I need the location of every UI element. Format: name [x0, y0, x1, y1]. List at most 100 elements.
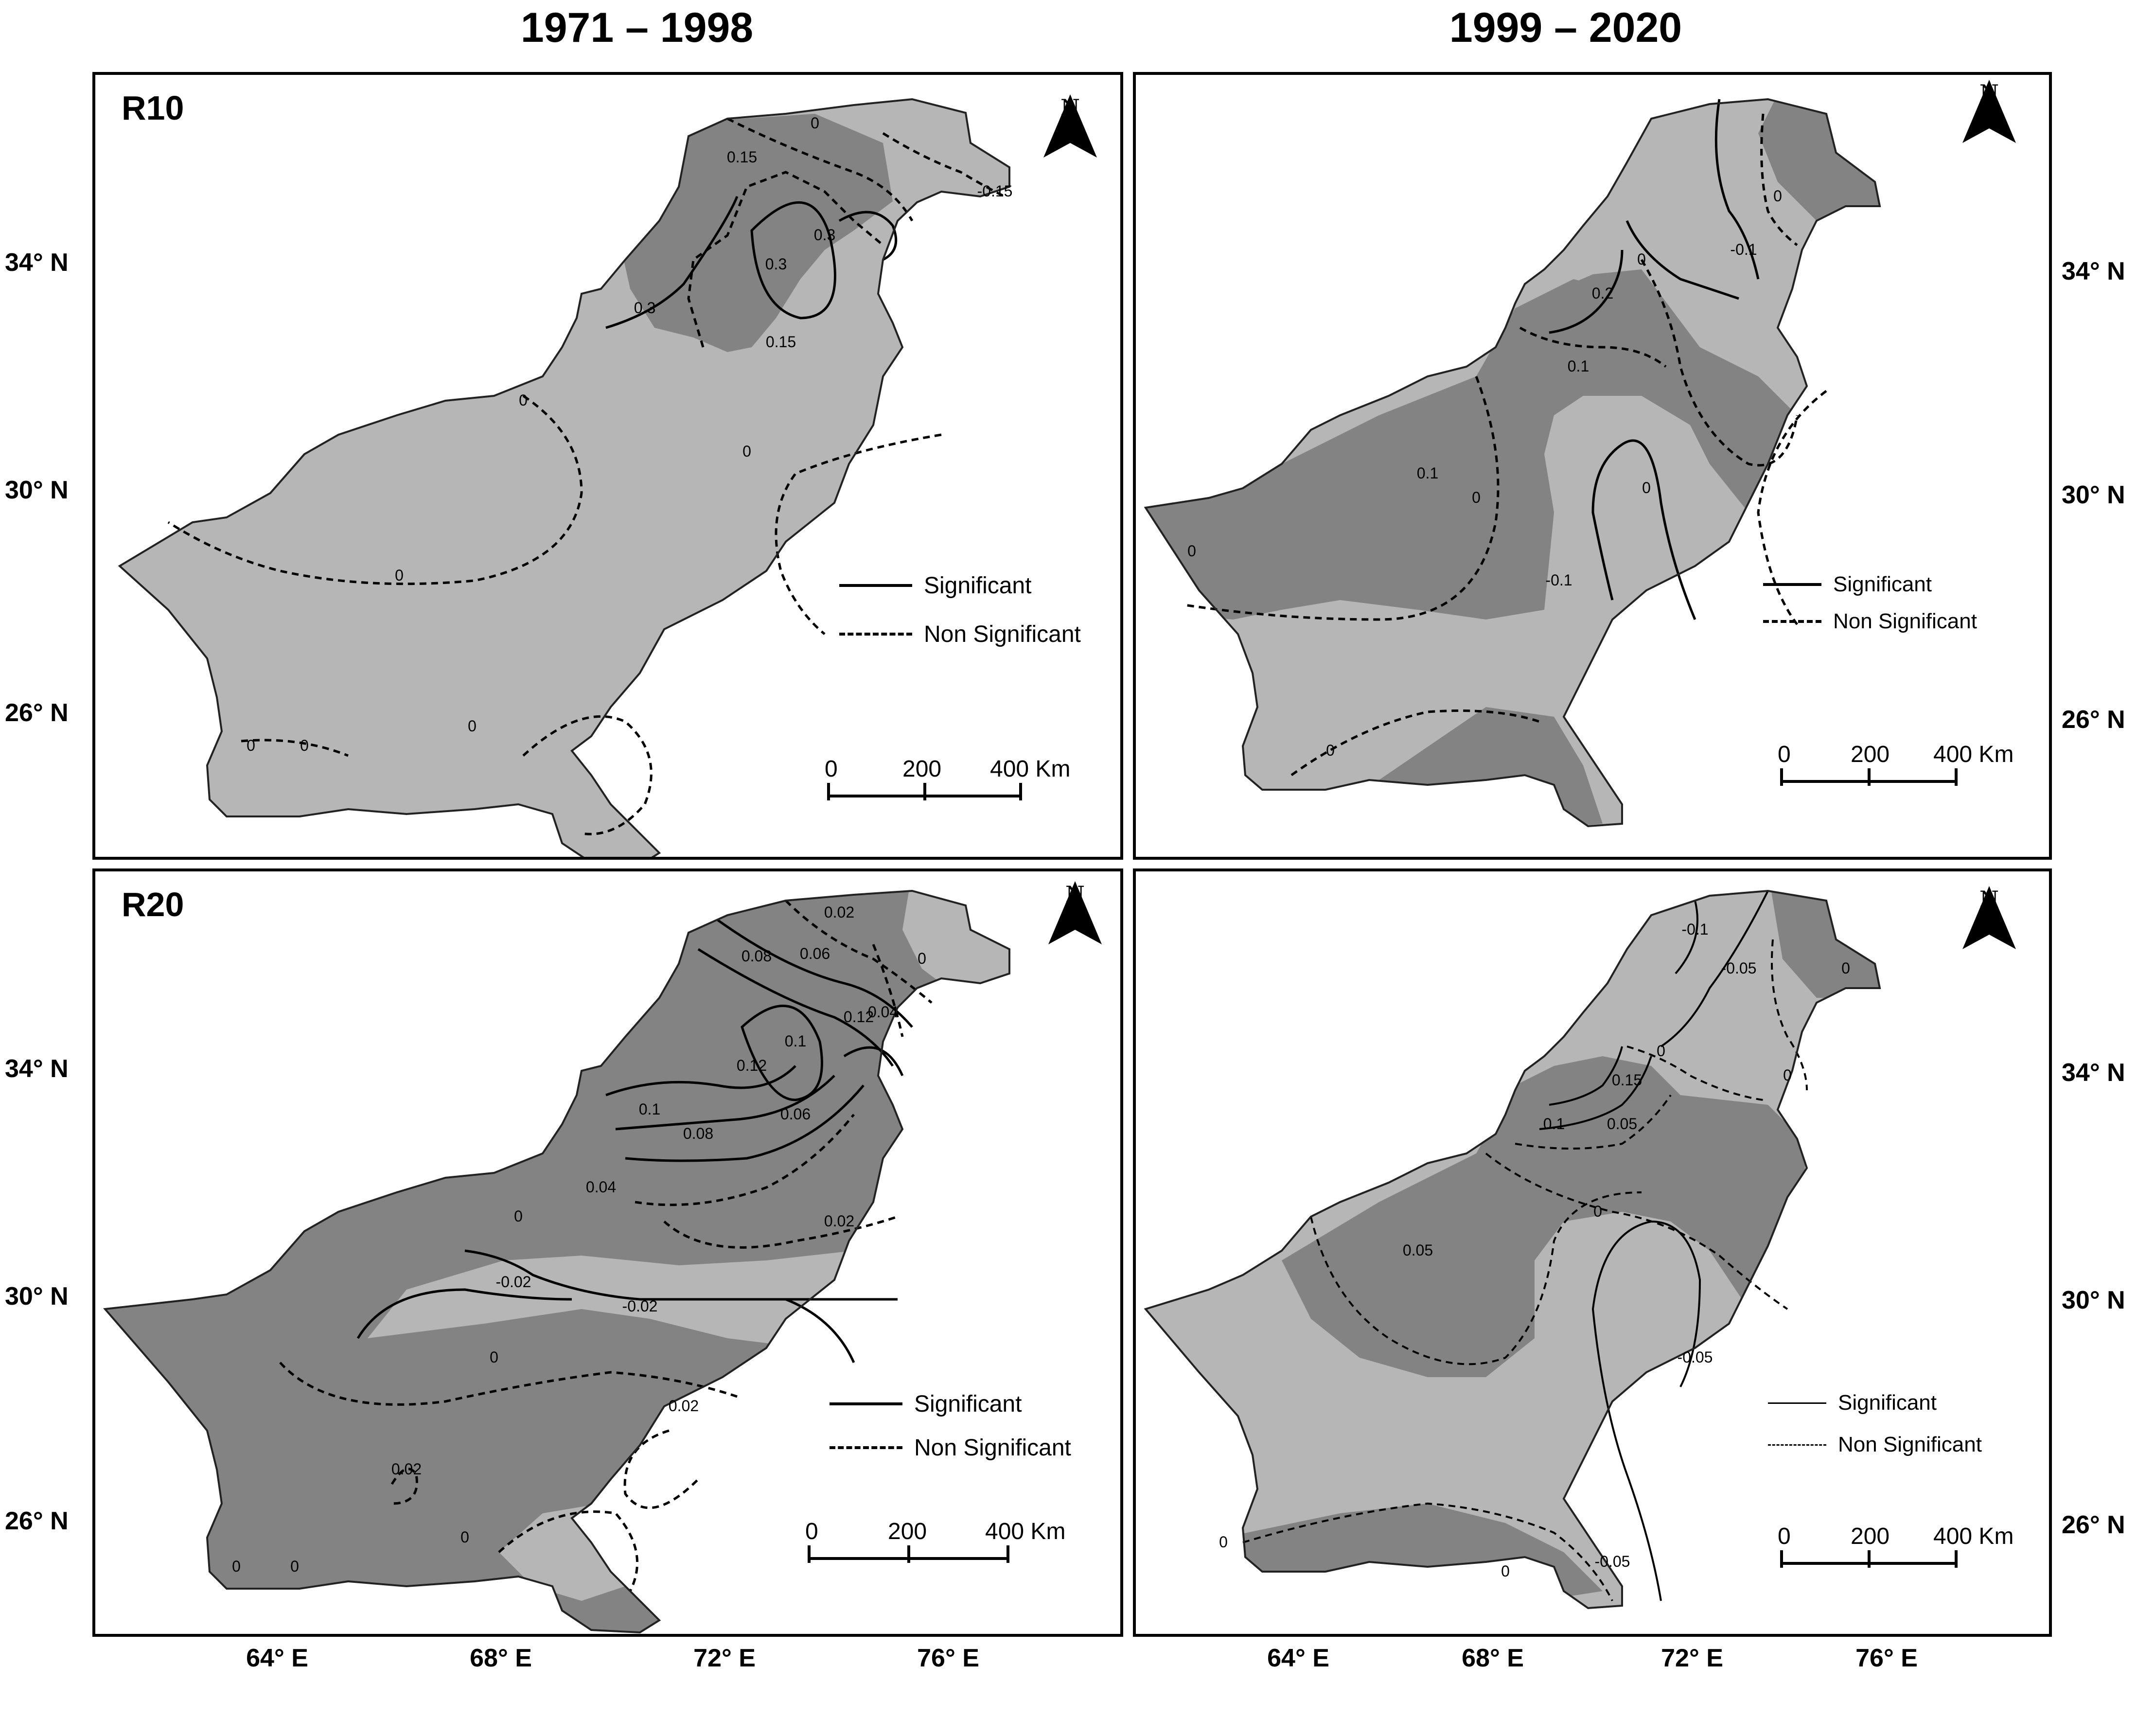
contour-label: 0 — [395, 567, 404, 584]
contour-label: 0 — [290, 1558, 299, 1575]
legend-non-significant: Non Significant — [1838, 1433, 1982, 1456]
legend: Significant Non Significant — [1768, 1382, 1982, 1466]
contour-label: 0 — [1187, 542, 1196, 560]
contour-label: 0.2 — [1592, 284, 1613, 302]
contour-label: 0 — [300, 737, 309, 754]
contour-label: 0.02 — [824, 903, 854, 921]
column-title-1971-1998: 1971 – 1998 — [520, 4, 754, 51]
pakistan-map-r20-late: -0.1 -0.05 0 0 0 0.15 0.1 0.05 0 0.05 -0… — [1145, 890, 1881, 1609]
contour-label: 0 — [519, 391, 528, 409]
contour-label: 0.12 — [844, 1008, 874, 1026]
scale-end: 400 Km — [985, 1519, 1066, 1544]
contour-label: 0 — [1657, 1042, 1665, 1060]
scale-zero: 0 — [1778, 1523, 1791, 1549]
contour-label: 0 — [918, 950, 926, 967]
contour-0-3-solid-c — [838, 211, 898, 261]
lat-label-34n-bottom-left: 34° N — [5, 1055, 69, 1083]
pakistan-map-r10-late: 0 -0.1 0 0.2 0.1 0.1 0 0 -0.1 0 0 — [1145, 98, 1881, 827]
scale-bar: 0 200 400 Km — [1778, 1523, 2021, 1581]
legend-significant: Significant — [914, 1391, 1022, 1417]
contour-label: -0.1 — [1730, 241, 1757, 258]
north-arrow-icon — [1962, 80, 2016, 143]
lat-label-26n-bottom-right: 26° N — [2062, 1511, 2125, 1539]
lat-label-26n-top-left: 26° N — [5, 699, 69, 727]
north-arrow-icon — [1043, 94, 1097, 158]
lat-label-30n-top-left: 30° N — [5, 476, 69, 504]
legend-significant: Significant — [1833, 572, 1932, 596]
contour-label: 0 — [468, 717, 477, 735]
contour-label: -0.02 — [496, 1273, 531, 1291]
contour-label: 0 — [1841, 959, 1850, 977]
contour-label: 0 — [1501, 1562, 1510, 1580]
lon-label-68e-right: 68° E — [1462, 1644, 1524, 1672]
north-arrow: N — [1962, 886, 2016, 949]
scale-mid: 200 — [888, 1519, 927, 1544]
contour-label: 0.06 — [780, 1105, 811, 1123]
contour-label: 0 — [490, 1348, 498, 1366]
legend-solid-swatch — [839, 584, 912, 587]
contour-label: -0.05 — [1595, 1553, 1630, 1570]
contour-label: 0.3 — [765, 255, 787, 273]
contour-label: -0.02 — [622, 1297, 658, 1315]
panel-label-r10: R10 — [122, 89, 184, 127]
map-panel-r20-1999-2020: -0.1 -0.05 0 0 0 0.15 0.1 0.05 0 0.05 -0… — [1133, 868, 2052, 1637]
scale-bar: 0 200 400 Km — [1778, 741, 2021, 799]
contour-label: 0 — [1783, 1066, 1792, 1084]
contour-label: 0.1 — [1417, 464, 1438, 482]
contour-0-south — [522, 715, 653, 835]
contour-label: 0 — [1593, 1203, 1602, 1220]
contour-label: 0.12 — [737, 1057, 767, 1074]
contour-label: -0.05 — [1721, 959, 1757, 977]
contour-label: 0.08 — [683, 1125, 713, 1142]
lon-label-76e-left: 76° E — [917, 1644, 979, 1672]
contour-label: 0 — [514, 1207, 523, 1225]
contour-label: -0.15 — [977, 182, 1013, 200]
legend: Significant Non Significant — [830, 1382, 1071, 1470]
scale-end: 400 Km — [990, 756, 1071, 782]
north-arrow: N — [1962, 80, 2016, 143]
north-arrow: N — [1043, 94, 1097, 158]
contour-0-north — [726, 117, 914, 222]
map-panel-r10-1999-2020: 0 -0.1 0 0.2 0.1 0.1 0 0 -0.1 0 0 N Sign… — [1133, 72, 2052, 860]
lon-label-64e-left: 64° E — [246, 1644, 308, 1672]
contour-label: 0.02 — [669, 1397, 699, 1415]
lon-label-72e-left: 72° E — [693, 1644, 756, 1672]
contour-label: 0 — [247, 737, 255, 754]
contour-label: 0.02 — [391, 1460, 422, 1478]
lat-label-34n-bottom-right: 34° N — [2062, 1059, 2125, 1087]
legend-non-significant: Non Significant — [1833, 609, 1977, 633]
lon-label-76e-right: 76° E — [1855, 1644, 1918, 1672]
contour-label: 0.04 — [868, 1003, 898, 1021]
pakistan-map-r10-early: 0 0.15 -0.15 0.3 0.3 0.3 0.15 0 0 0 0 0 … — [119, 98, 1013, 857]
contour-label: 0 — [1472, 489, 1481, 506]
lat-label-30n-bottom-right: 30° N — [2062, 1286, 2125, 1314]
contour-label: -0.05 — [1678, 1348, 1713, 1366]
contour-label: 0 — [1642, 479, 1651, 496]
scale-zero: 0 — [825, 756, 838, 782]
contour-label: 0.15 — [1612, 1071, 1642, 1089]
contour-0-3-solid-b — [605, 196, 739, 329]
scale-zero: 0 — [1778, 742, 1791, 767]
contour-label: 0.05 — [1403, 1241, 1433, 1259]
contour-label: 0.05 — [1607, 1115, 1637, 1133]
lat-label-34n-top-right: 34° N — [2062, 257, 2125, 285]
contour-label: 0.1 — [785, 1032, 806, 1050]
contour-label: 0 — [1219, 1533, 1228, 1551]
contour-neg-0-15 — [882, 132, 1006, 198]
legend-dash-swatch — [839, 633, 912, 636]
contour-label: 0.1 — [1543, 1115, 1565, 1133]
contour-label: 0 — [460, 1528, 469, 1546]
column-title-1999-2020: 1999 – 2020 — [1449, 4, 1682, 51]
region-positive — [620, 114, 893, 352]
map-panel-r20-1971-1998: 0.02 0 0.08 0.06 0.04 0.12 0.1 0.12 0.1 … — [92, 868, 1123, 1637]
scale-mid: 200 — [902, 756, 942, 782]
contour-label: 0.02 — [824, 1212, 854, 1230]
north-arrow: N — [1048, 881, 1102, 944]
lat-label-30n-top-right: 30° N — [2062, 481, 2125, 509]
contour-label: 0.15 — [727, 148, 757, 166]
lat-label-26n-bottom-left: 26° N — [5, 1507, 69, 1535]
panel-label-r20: R20 — [122, 886, 184, 923]
contour-0-15-line — [687, 171, 884, 348]
contour-label: 0.1 — [1568, 357, 1589, 375]
scale-end: 400 Km — [1933, 1523, 2014, 1549]
